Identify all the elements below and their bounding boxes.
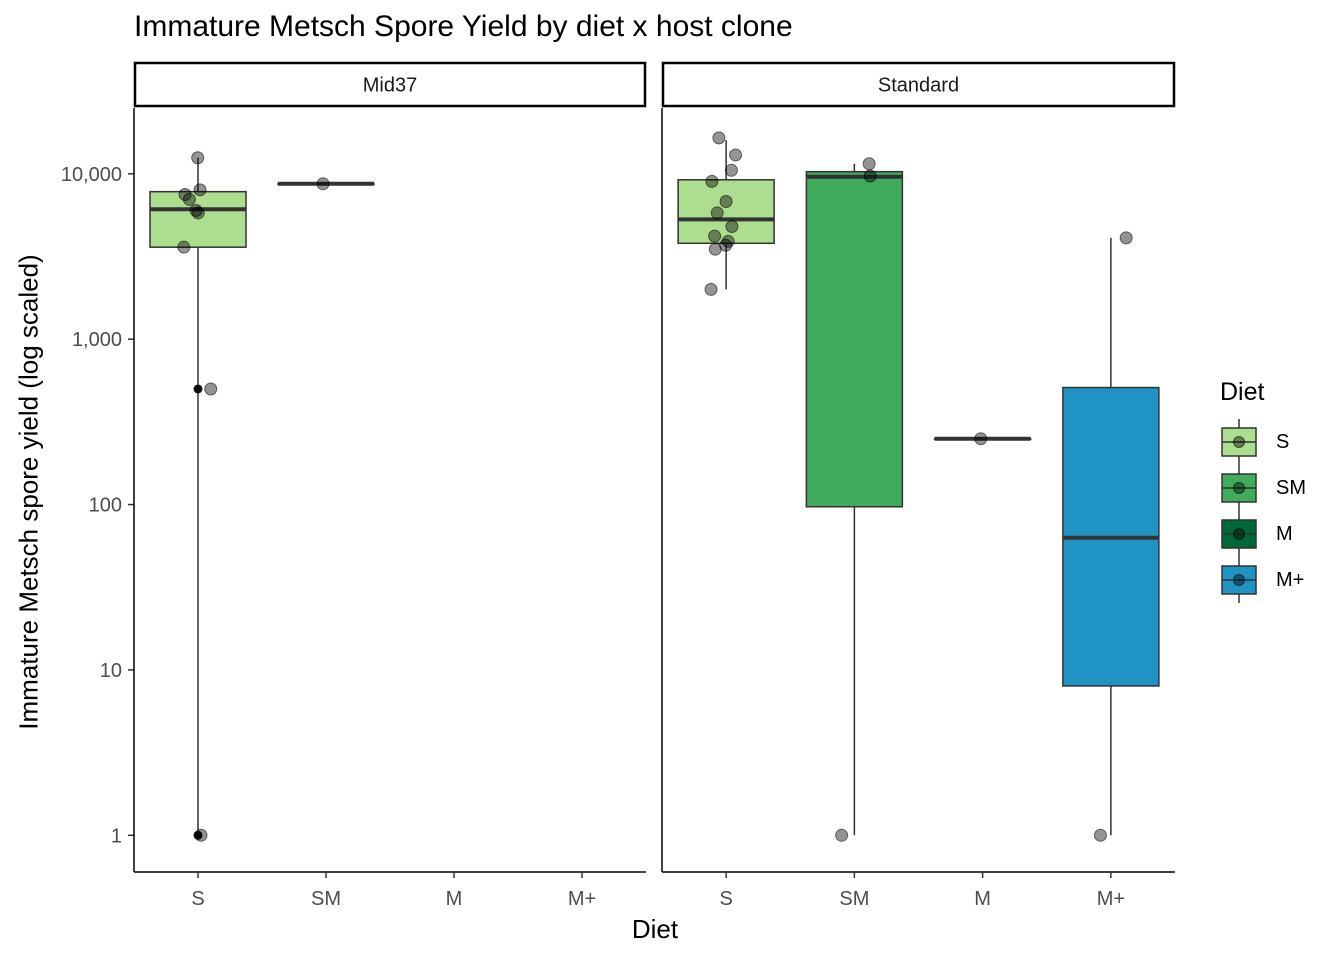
x-tick-label: M: [974, 888, 991, 910]
y-tick-label: 100: [89, 495, 122, 517]
data-point: [708, 242, 722, 256]
x-tick-label: M+: [1097, 888, 1125, 910]
data-point: [724, 163, 738, 177]
y-tick-label: 10: [100, 660, 122, 682]
legend-point: [1233, 436, 1245, 448]
legend-item: M+: [1220, 557, 1306, 603]
outlier-point: [193, 384, 203, 394]
facet-strip: [661, 61, 1176, 108]
facet-strip-label: Standard: [878, 75, 959, 97]
y-tick-label: 1: [111, 825, 122, 847]
legend: Diet S SM M M+: [1220, 378, 1306, 603]
legend-label: M+: [1276, 568, 1305, 591]
data-point: [177, 240, 191, 254]
legend-title: Diet: [1220, 378, 1265, 406]
x-axis-label: Diet: [631, 914, 679, 944]
data-point: [863, 169, 877, 183]
legend-item: S: [1220, 419, 1306, 465]
data-point: [194, 828, 208, 842]
data-point: [705, 174, 719, 188]
legend-label: SM: [1276, 476, 1306, 499]
data-point: [1093, 828, 1107, 842]
legend-item: M: [1220, 511, 1306, 557]
legend-point: [1233, 482, 1245, 494]
data-point: [729, 148, 743, 162]
legend-label: S: [1276, 430, 1290, 453]
data-point: [182, 192, 196, 206]
data-point: [316, 177, 330, 191]
data-point: [204, 382, 218, 396]
x-tick-label: M+: [568, 888, 596, 910]
data-point: [974, 432, 988, 446]
x-tick-label: S: [191, 888, 204, 910]
data-point: [710, 206, 724, 220]
legend-key: [1220, 511, 1258, 557]
legend-key: [1220, 419, 1258, 465]
data-point: [704, 282, 718, 296]
data-point: [725, 220, 739, 234]
facet-strip-label: Mid37: [363, 75, 417, 97]
y-tick-label: 10,000: [61, 164, 122, 186]
data-point: [189, 203, 203, 217]
x-tick-label: SM: [311, 888, 341, 910]
data-point: [193, 183, 207, 197]
facet-strip: [133, 61, 647, 108]
legend-point: [1233, 574, 1245, 586]
data-point: [1119, 231, 1133, 245]
box-S: [677, 179, 775, 245]
y-tick-label: 1,000: [72, 329, 122, 351]
data-point: [862, 157, 876, 171]
data-point: [712, 131, 726, 145]
x-tick-label: SM: [839, 888, 869, 910]
x-tick-label: M: [446, 888, 463, 910]
data-point: [191, 206, 205, 220]
box-SM: [805, 170, 904, 508]
legend-item: SM: [1220, 465, 1306, 511]
legend-label: M: [1276, 522, 1293, 545]
x-tick-label: S: [719, 888, 732, 910]
chart-title: Immature Metsch Spore Yield by diet x ho…: [134, 10, 793, 43]
data-point: [719, 195, 733, 209]
legend-key: [1220, 557, 1258, 603]
data-point: [178, 187, 192, 201]
legend-point: [1233, 528, 1245, 540]
data-point: [835, 828, 849, 842]
data-point: [191, 151, 205, 165]
data-point: [708, 229, 722, 243]
legend-key: [1220, 465, 1258, 511]
